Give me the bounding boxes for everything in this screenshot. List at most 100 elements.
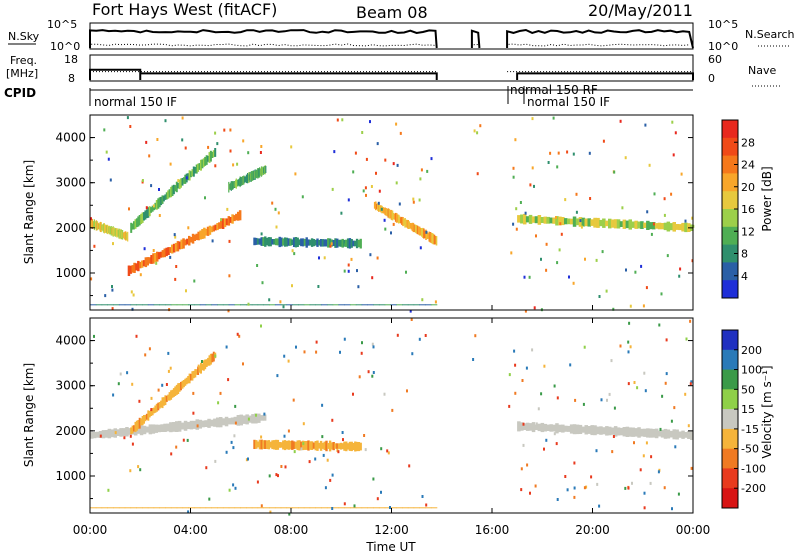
heatmap-cell <box>522 443 525 447</box>
heatmap-cell <box>323 441 326 450</box>
heatmap-cell <box>383 392 386 396</box>
heatmap-cell <box>319 440 323 451</box>
heatmap-cell <box>645 286 648 290</box>
heatmap-cell <box>564 218 568 225</box>
heatmap-cell <box>330 442 334 450</box>
heatmap-cell <box>545 242 548 246</box>
heatmap-cell <box>528 275 531 279</box>
heatmap-cell <box>508 404 511 408</box>
heatmap-cell <box>143 415 145 424</box>
heatmap-cell <box>129 469 132 473</box>
heatmap-cell <box>153 507 160 509</box>
heatmap-cell <box>613 426 618 437</box>
heatmap-cell <box>673 406 676 410</box>
time-axis-ticks: 00:00 04:00 08:00 12:00 16:00 20:00 00:00 <box>73 305 710 537</box>
freq-panel-frame <box>89 54 694 82</box>
heatmap-cell <box>392 212 395 220</box>
heatmap-cell <box>110 429 114 438</box>
heatmap-cell <box>328 238 332 248</box>
heatmap-cell <box>109 178 112 182</box>
heatmap-cell <box>194 304 201 306</box>
heatmap-cell <box>523 213 527 225</box>
heatmap-cell <box>108 226 110 234</box>
heatmap-cell <box>341 238 344 248</box>
heatmap-cell <box>147 207 150 218</box>
heatmap-cell <box>176 507 184 509</box>
heatmap-cell <box>675 224 679 230</box>
heatmap-cell <box>386 208 389 217</box>
heatmap-cell <box>262 440 265 449</box>
heatmap-cell <box>172 388 175 397</box>
heatmap-cell <box>107 428 112 439</box>
heatmap-cell <box>420 228 422 236</box>
heatmap-cell <box>555 216 557 219</box>
heatmap-cell <box>399 216 401 223</box>
heatmap-cell <box>346 443 350 450</box>
heatmap-cell <box>168 189 171 198</box>
heatmap-cell <box>95 431 100 438</box>
heatmap-cell <box>517 215 521 223</box>
heatmap-cell <box>227 418 232 425</box>
heatmap-cell <box>124 507 132 509</box>
heatmap-cell <box>333 150 336 154</box>
heatmap-cell <box>212 150 215 158</box>
heatmap-cell <box>652 428 656 438</box>
heatmap-cell <box>287 238 290 246</box>
heatmap-cell <box>627 340 630 344</box>
heatmap-cell <box>290 145 293 149</box>
heatmap-cell <box>113 507 120 509</box>
heatmap-cell <box>223 218 227 228</box>
heatmap-cell <box>251 304 259 306</box>
heatmap-cell <box>663 486 666 490</box>
heatmap-cell <box>255 169 257 179</box>
heatmap-cell <box>312 239 316 247</box>
heatmap-cell <box>256 441 260 448</box>
heatmap-cell <box>302 422 305 426</box>
heatmap-cell <box>104 294 107 298</box>
power-colorbar-swatch <box>722 244 738 263</box>
heatmap-cell <box>130 507 137 509</box>
heatmap-cell <box>170 304 178 306</box>
heatmap-cell <box>194 167 197 174</box>
heatmap-cell <box>508 373 511 377</box>
heatmap-cell <box>274 439 278 450</box>
heatmap-cell <box>631 481 633 485</box>
heatmap-cell <box>177 182 180 189</box>
heatmap-cell <box>220 218 223 222</box>
heatmap-cell <box>251 507 259 509</box>
heatmap-cell <box>302 442 305 446</box>
heatmap-cell <box>201 159 204 169</box>
heatmap-cell <box>131 265 134 273</box>
heatmap-cell <box>182 238 185 249</box>
heatmap-cell <box>199 230 202 240</box>
heatmap-cell <box>169 366 172 370</box>
heatmap-cell <box>568 275 570 279</box>
heatmap-cell <box>540 217 545 223</box>
heatmap-cell <box>355 507 363 509</box>
heatmap-cell <box>219 417 223 428</box>
heatmap-cell <box>414 224 417 233</box>
heatmap-cell <box>95 304 103 306</box>
heatmap-cell <box>227 309 230 313</box>
heatmap-cell <box>569 363 572 367</box>
heatmap-cell <box>130 222 133 233</box>
heatmap-cell <box>674 445 677 449</box>
heatmap-cell <box>650 455 653 459</box>
heatmap-cell <box>558 248 561 252</box>
heatmap-cell <box>273 440 276 450</box>
heatmap-cell <box>396 333 399 337</box>
heatmap-cell <box>322 453 325 457</box>
heatmap-cell <box>292 441 296 450</box>
velocity-colorbar-tick-label: -200 <box>741 482 766 495</box>
heatmap-cell <box>180 239 183 250</box>
heatmap-cell <box>216 417 220 428</box>
heatmap-cell <box>332 304 340 306</box>
heatmap-cell <box>216 142 219 146</box>
heatmap-cell <box>517 421 521 432</box>
heatmap-cell <box>396 214 399 223</box>
heatmap-cell <box>650 232 653 236</box>
heatmap-cell <box>248 415 252 423</box>
heatmap-cell <box>275 225 278 229</box>
heatmap-cell <box>534 484 537 488</box>
heatmap-cell <box>336 238 339 248</box>
